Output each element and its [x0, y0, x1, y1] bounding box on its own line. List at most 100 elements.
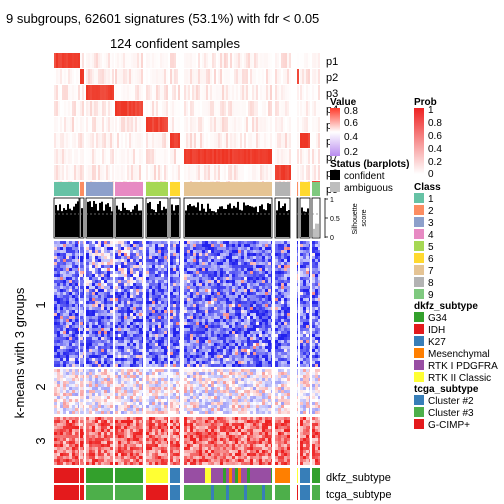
prob-cell [70, 117, 72, 132]
prob-cell [240, 69, 242, 84]
prob-cell [289, 149, 291, 164]
heat-cell [300, 361, 303, 364]
heat-cell [244, 286, 247, 289]
prob-cell [152, 133, 154, 148]
heat-cell [250, 349, 253, 352]
heat-cell [75, 364, 78, 367]
heat-cell [238, 277, 241, 280]
heat-cell [244, 259, 247, 262]
prob-cell [314, 133, 316, 148]
heat-cell [284, 313, 287, 316]
heat-cell [265, 292, 268, 295]
prob-cell [146, 165, 148, 180]
heat-cell [146, 361, 149, 364]
heat-cell [226, 346, 229, 349]
heat-cell [92, 355, 95, 358]
heat-cell [256, 262, 259, 265]
heat-cell [127, 349, 130, 352]
heat-cell [278, 298, 281, 301]
heat-cell [83, 301, 84, 304]
heat-cell [297, 316, 298, 319]
heat-cell [318, 304, 320, 307]
heat-cell [284, 274, 287, 277]
heat-cell [136, 322, 139, 325]
heat-cell [176, 286, 179, 289]
heat-cell [300, 349, 303, 352]
heat-cell [297, 361, 298, 364]
prob-cell [119, 101, 121, 116]
heat-cell [223, 298, 226, 301]
heat-cell [235, 322, 238, 325]
heat-cell [229, 286, 232, 289]
heat-cell [136, 250, 139, 253]
heat-cell [89, 295, 92, 298]
heat-cell [187, 322, 190, 325]
heat-cell [86, 262, 89, 265]
heat-cell [167, 349, 168, 352]
heat-cell [124, 289, 127, 292]
silhouette-axis-label: Silhouette score [352, 201, 368, 234]
heat-cell [139, 289, 142, 292]
prob-cell [200, 69, 202, 84]
heat-cell [187, 259, 190, 262]
heat-cell [268, 361, 271, 364]
heat-cell [133, 343, 136, 346]
heat-cell [130, 307, 133, 310]
heat-cell [152, 361, 155, 364]
heat-cell [244, 271, 247, 274]
heat-cell [300, 271, 303, 274]
prob-cell [158, 53, 160, 68]
prob-cell [234, 133, 236, 148]
heat-cell [226, 358, 229, 361]
heat-cell [80, 334, 83, 337]
heat-cell [205, 361, 208, 364]
heat-cell [226, 298, 229, 301]
prob-cell [306, 69, 308, 84]
prob-cell [146, 53, 148, 68]
heat-cell [211, 307, 214, 310]
heat-cell [170, 358, 173, 361]
heat-cell [306, 325, 309, 328]
heat-cell [303, 292, 306, 295]
heat-cell [176, 361, 179, 364]
prob-cell [76, 53, 78, 68]
prob-cell [150, 69, 152, 84]
heat-cell [101, 292, 104, 295]
heat-cell [199, 289, 202, 292]
prob-cell [54, 117, 56, 132]
heat-cell [214, 256, 217, 259]
heat-cell [318, 340, 320, 343]
heat-cell [66, 280, 69, 283]
heat-cell [149, 372, 152, 375]
heat-cell [184, 262, 187, 265]
heat-cell [214, 316, 217, 319]
heat-cell [238, 307, 241, 310]
heat-cell [149, 361, 152, 364]
heat-cell [146, 369, 149, 372]
prob-cell [184, 165, 186, 180]
heat-cell [214, 310, 217, 313]
heat-cell [300, 253, 303, 256]
prob-cell [238, 117, 240, 132]
heat-cell [155, 328, 158, 331]
heat-cell [205, 322, 208, 325]
prob-cell [190, 101, 192, 116]
heat-cell [262, 274, 265, 277]
heat-cell [95, 295, 98, 298]
heat-cell [86, 369, 89, 372]
prob-cell [74, 101, 76, 116]
heat-cell [66, 352, 69, 355]
heat-cell [176, 369, 179, 372]
heat-cell [184, 280, 187, 283]
heat-cell [54, 277, 57, 280]
heat-cell [235, 253, 238, 256]
heat-cell [196, 316, 199, 319]
heat-cell [303, 334, 306, 337]
heat-cell [107, 289, 110, 292]
heat-cell [167, 271, 168, 274]
prob-cell [58, 165, 60, 180]
heat-cell [152, 265, 155, 268]
heat-cell [217, 310, 220, 313]
prob-cell [88, 101, 90, 116]
